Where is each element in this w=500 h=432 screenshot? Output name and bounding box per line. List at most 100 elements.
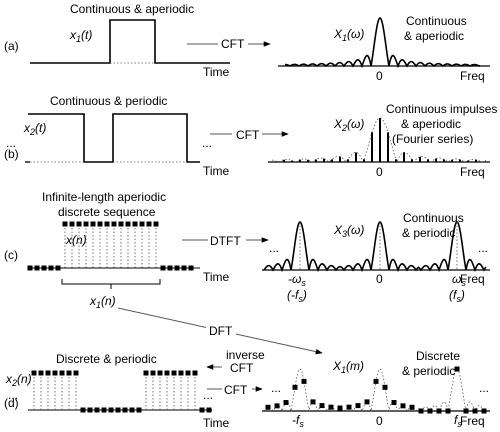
panel-d-ellipsis-spec-right: ... (479, 381, 489, 395)
sample-point (66, 370, 72, 376)
sample-point (69, 221, 75, 227)
panel-a-freq-label: Freq (460, 69, 485, 83)
sample-point (38, 370, 44, 376)
panel-d-desc-1: Discrete (416, 349, 460, 363)
panel-a-tag: (a) (4, 39, 19, 53)
panel-c-time-label: Time (203, 270, 230, 284)
panel-c-title-2: discrete sequence (58, 205, 156, 219)
panel-a-signal-label: x1(t) (69, 28, 92, 44)
panel-d-spectral-samples (265, 366, 487, 414)
panel-d-time-label: Time (203, 416, 230, 430)
panel-d-sequence (28, 370, 212, 413)
panel-c-title-1: Infinite-length aperiodic (42, 190, 166, 204)
spectral-sample (346, 404, 352, 410)
sample-point (157, 370, 163, 376)
sample-point (164, 370, 170, 376)
sample-point (153, 221, 159, 227)
spectral-sample (319, 403, 325, 409)
spectral-sample (445, 408, 451, 414)
sample-point (146, 221, 152, 227)
panel-d-spectrum-label: X1(m) (332, 359, 364, 375)
panel-c-freq-label: Freq (460, 272, 485, 286)
spectral-sample (427, 408, 433, 414)
sample-point (115, 407, 121, 413)
panel-c-periodic-spectrum (263, 221, 487, 273)
panel-d-cft-label: CFT (224, 383, 248, 397)
panel-b-desc-2: & aperiodic (401, 117, 461, 131)
spectral-sample (310, 399, 316, 405)
spectral-sample (265, 404, 271, 410)
panel-c-tag: (c) (4, 248, 18, 262)
panel-a-title: Continuous & aperiodic (70, 2, 194, 16)
panel-d-ellipsis-spec-left: ... (271, 381, 281, 395)
panel-a-zero: 0 (376, 69, 383, 83)
spectral-sample (418, 408, 424, 414)
panel-a-desc-2: & aperiodic (404, 29, 464, 43)
panel-c-zero: 0 (376, 272, 383, 286)
spectral-sample (382, 384, 388, 390)
panel-b-time-label: Time (203, 164, 230, 178)
panel-a: (a) Continuous & aperiodic x1(t) Time CF… (4, 2, 490, 83)
panel-d-inverse-label-2: CFT (230, 361, 254, 375)
sample-point (52, 370, 58, 376)
spectral-sample (301, 378, 307, 384)
sample-point (122, 407, 128, 413)
panel-d-tag: (d) (4, 396, 19, 410)
panel-d-ellipsis-left: ... (8, 388, 18, 402)
sample-point (111, 221, 117, 227)
spectral-sample (328, 404, 334, 410)
spectral-sample (364, 399, 370, 405)
panel-b-zero: 0 (376, 165, 383, 179)
panel-d-pos-fs: fs (454, 413, 462, 429)
panel-c-ellipsis-right: ... (478, 241, 488, 255)
sample-point (62, 221, 68, 227)
panel-b-desc-3: (Fourier series) (392, 132, 473, 146)
panel-a-cft-label: CFT (221, 37, 245, 51)
panel-b-title: Continuous & periodic (50, 94, 167, 108)
spectral-sample (373, 378, 379, 384)
sample-point (178, 370, 184, 376)
panel-b-cft-label: CFT (236, 128, 260, 142)
sample-point (139, 221, 145, 227)
sample-point (94, 407, 100, 413)
spectral-sample (472, 408, 478, 414)
sample-point (199, 407, 205, 413)
sample-point (45, 370, 51, 376)
sample-point (192, 370, 198, 376)
spectral-sample (400, 403, 406, 409)
sample-point (136, 407, 142, 413)
spectral-sample (409, 404, 415, 410)
panel-d-neg-fs: -fs (292, 413, 304, 429)
sample-point (125, 221, 131, 227)
spectral-sample (463, 408, 469, 414)
panel-c-pos-fs: (fs) (449, 288, 465, 304)
panel-d-ellipsis-right: ... (203, 388, 213, 402)
panel-c-neg-fs: (-fs) (287, 288, 307, 304)
dft-connector: DFT (117, 307, 323, 355)
dft-label: DFT (209, 324, 233, 338)
panel-a-rect-pulse (30, 19, 230, 64)
panel-d-zero: 0 (376, 414, 383, 428)
panel-c-dtft-label: DTFT (210, 234, 241, 248)
sample-point (101, 407, 107, 413)
panel-b-tag: (b) (4, 147, 19, 161)
panel-a-desc-1: Continuous (406, 14, 467, 28)
panel-d: (d) Discrete & periodic x2(n) ... ... Ti… (4, 348, 490, 430)
spectral-sample (292, 384, 298, 390)
panel-b-ellipsis-left: ... (6, 136, 16, 150)
sample-point (31, 370, 37, 376)
panel-c: (c) Infinite-length aperiodic discrete s… (4, 190, 490, 310)
panel-c-sequence (27, 221, 200, 271)
panel-a-spectrum-label: X1(ω) (333, 27, 364, 43)
sample-point (118, 221, 124, 227)
panel-a-time-label: Time (203, 65, 230, 79)
panel-b-desc-1: Continuous impulses (386, 102, 497, 116)
sample-point (73, 370, 79, 376)
sample-point (108, 407, 114, 413)
sample-point (129, 407, 135, 413)
sample-point (185, 370, 191, 376)
sample-point (59, 370, 65, 376)
panel-c-window-label: x1(n) (89, 294, 116, 310)
sample-point (143, 370, 149, 376)
